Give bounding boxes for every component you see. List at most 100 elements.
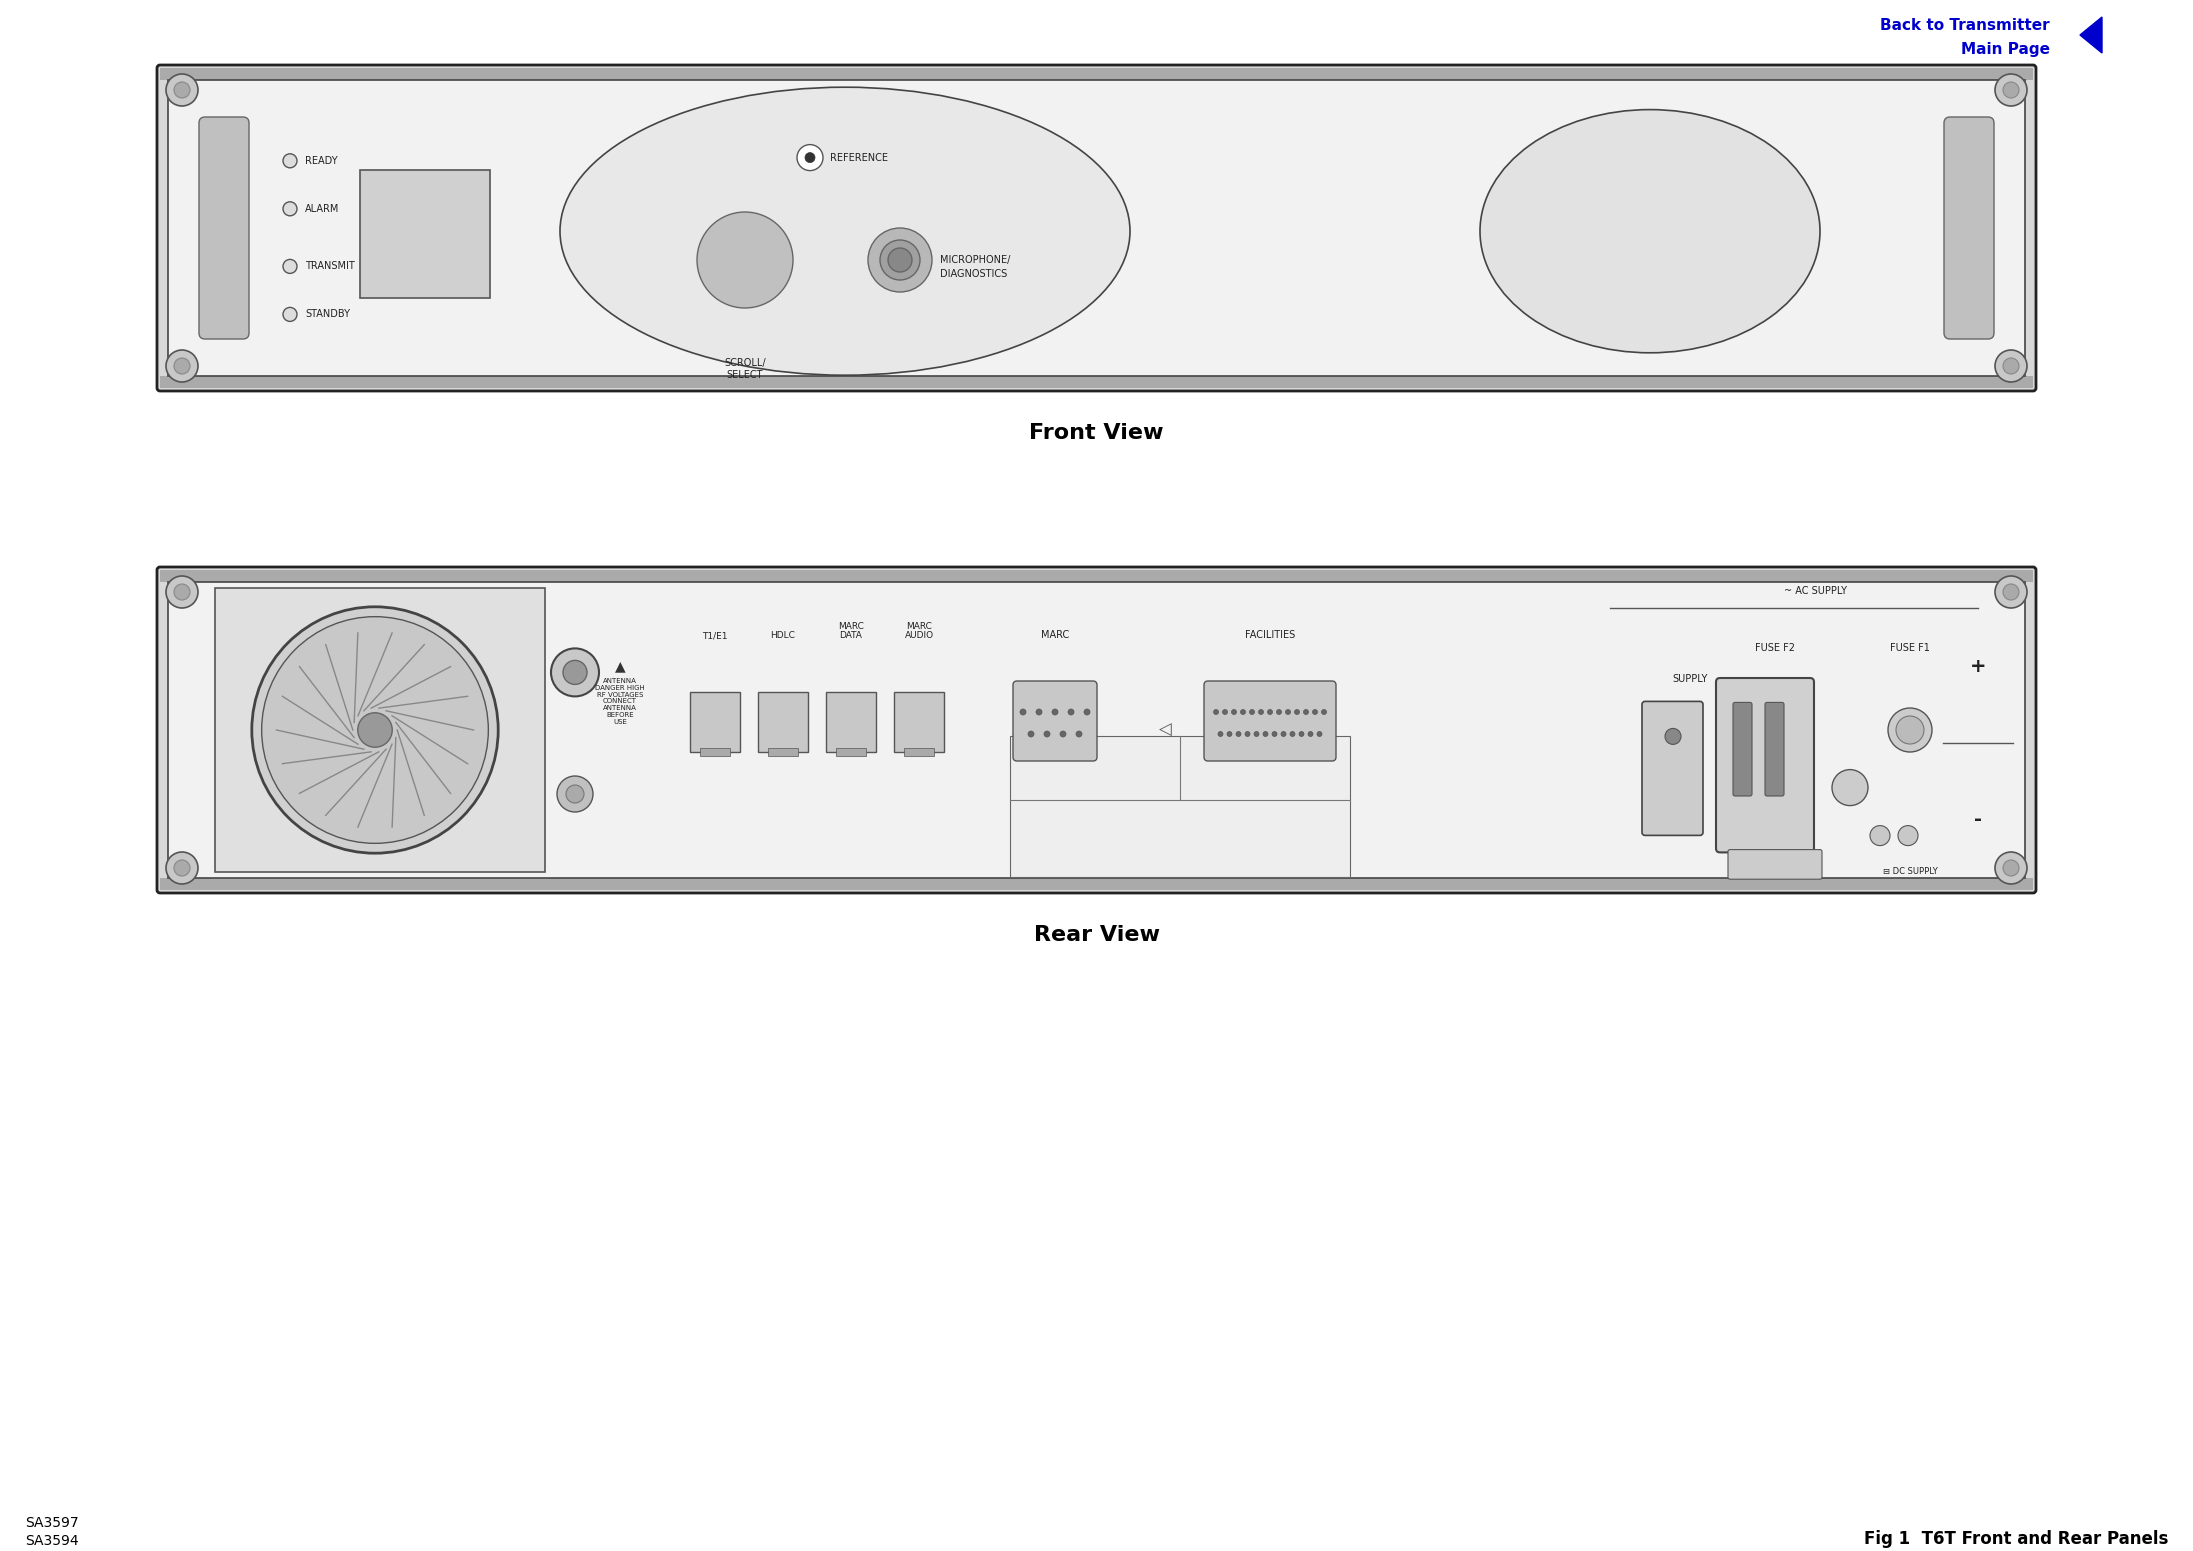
Text: T1/E1: T1/E1 — [702, 631, 728, 641]
Circle shape — [173, 859, 191, 876]
Circle shape — [173, 358, 191, 374]
Circle shape — [566, 785, 583, 803]
Circle shape — [717, 233, 772, 288]
Circle shape — [735, 250, 754, 270]
Circle shape — [1996, 575, 2026, 608]
FancyBboxPatch shape — [158, 65, 2035, 391]
Circle shape — [1246, 732, 1250, 737]
Circle shape — [2002, 859, 2020, 876]
Bar — [160, 68, 2033, 81]
Circle shape — [1664, 729, 1682, 744]
Circle shape — [173, 585, 191, 600]
Text: DC SUPPLY: DC SUPPLY — [1077, 740, 1114, 746]
Circle shape — [1237, 732, 1241, 737]
Circle shape — [173, 82, 191, 98]
Circle shape — [1077, 731, 1081, 737]
Circle shape — [167, 575, 197, 608]
Circle shape — [1250, 709, 1254, 715]
Text: 110V - 120V T4A 125V UL: 110V - 120V T4A 125V UL — [1230, 763, 1300, 768]
Text: 21.6 - 32V  10A: 21.6 - 32V 10A — [1070, 752, 1118, 757]
Circle shape — [1276, 709, 1281, 715]
FancyBboxPatch shape — [158, 568, 2035, 893]
Text: +: + — [1969, 656, 1987, 676]
Circle shape — [1831, 769, 1868, 805]
FancyBboxPatch shape — [1765, 703, 1783, 796]
Text: FUSE F1: FUSE F1 — [1890, 644, 1930, 653]
Circle shape — [1029, 731, 1035, 737]
Circle shape — [1307, 732, 1314, 737]
FancyBboxPatch shape — [1943, 116, 1993, 340]
Ellipse shape — [559, 87, 1129, 375]
Circle shape — [1281, 732, 1285, 737]
Text: ~ 110 - 240V (+10%)  4A: ~ 110 - 240V (+10%) 4A — [1140, 824, 1219, 828]
Text: SA3597: SA3597 — [24, 1515, 79, 1529]
Text: MARC
AUDIO: MARC AUDIO — [904, 622, 934, 641]
Bar — [160, 375, 2033, 388]
Text: SEE INSTALLATION INSTRUCTIONS BEFORE CONNECTING SUPPLIES: SEE INSTALLATION INSTRUCTIONS BEFORE CON… — [1099, 851, 1261, 856]
FancyBboxPatch shape — [1715, 678, 1814, 853]
Text: ▲: ▲ — [614, 659, 625, 673]
Circle shape — [550, 648, 599, 696]
Circle shape — [1285, 709, 1289, 715]
Text: SA3594: SA3594 — [24, 1534, 79, 1548]
Circle shape — [1311, 709, 1318, 715]
Text: SCROLL/: SCROLL/ — [724, 358, 765, 368]
Circle shape — [167, 851, 197, 884]
Text: DIAGNOSTICS: DIAGNOSTICS — [941, 268, 1007, 279]
Circle shape — [1322, 709, 1327, 715]
Circle shape — [1897, 717, 1923, 744]
Circle shape — [2002, 358, 2020, 374]
Circle shape — [1259, 709, 1263, 715]
Text: -: - — [1974, 810, 1982, 830]
Text: MARC: MARC — [1042, 630, 1070, 641]
Text: MICROPHONE/: MICROPHONE/ — [941, 254, 1011, 265]
FancyBboxPatch shape — [200, 116, 250, 340]
Circle shape — [1897, 825, 1919, 845]
Circle shape — [1232, 709, 1237, 715]
Circle shape — [697, 212, 794, 309]
FancyBboxPatch shape — [895, 692, 943, 752]
Circle shape — [1996, 851, 2026, 884]
Circle shape — [1268, 709, 1272, 715]
Text: FUSE F1: FUSE F1 — [1250, 740, 1279, 746]
Circle shape — [283, 307, 296, 321]
Circle shape — [879, 240, 921, 281]
Circle shape — [1044, 731, 1050, 737]
Circle shape — [1228, 732, 1232, 737]
FancyBboxPatch shape — [1732, 703, 1752, 796]
Text: Fig 1  T6T Front and Rear Panels: Fig 1 T6T Front and Rear Panels — [1864, 1529, 2169, 1548]
Circle shape — [728, 242, 763, 278]
Circle shape — [2002, 82, 2020, 98]
Text: Front View: Front View — [1029, 423, 1164, 444]
Circle shape — [706, 222, 783, 298]
Text: SELECT: SELECT — [726, 371, 763, 380]
Circle shape — [357, 713, 393, 748]
Circle shape — [1298, 732, 1305, 737]
Circle shape — [1213, 709, 1219, 715]
Circle shape — [167, 74, 197, 105]
Circle shape — [1035, 709, 1042, 715]
Circle shape — [1996, 74, 2026, 105]
Circle shape — [805, 152, 816, 163]
Circle shape — [1272, 732, 1276, 737]
Circle shape — [1888, 707, 1932, 752]
FancyBboxPatch shape — [759, 692, 807, 752]
Bar — [215, 588, 546, 872]
Text: SWITCH
ON/OFF: SWITCH ON/OFF — [1840, 782, 1860, 793]
Ellipse shape — [1480, 110, 1820, 352]
Text: HDLC: HDLC — [770, 631, 796, 641]
Text: REFERENCE: REFERENCE — [829, 152, 888, 163]
Bar — [904, 748, 934, 755]
Text: ANTENNA
DANGER HIGH
RF VOLTAGES
CONNECT
ANTENNA
BEFORE
USE: ANTENNA DANGER HIGH RF VOLTAGES CONNECT … — [594, 678, 645, 724]
Text: PAE  T6T: PAE T6T — [1550, 161, 1649, 180]
Circle shape — [564, 661, 588, 684]
Circle shape — [1241, 709, 1246, 715]
FancyBboxPatch shape — [827, 692, 875, 752]
Text: Back to Transmitter: Back to Transmitter — [1879, 19, 2050, 33]
Circle shape — [283, 202, 296, 216]
Bar — [169, 81, 2024, 375]
Circle shape — [557, 776, 592, 813]
Circle shape — [1318, 732, 1322, 737]
Text: MARC
DATA: MARC DATA — [838, 622, 864, 641]
Text: READY: READY — [305, 155, 338, 166]
